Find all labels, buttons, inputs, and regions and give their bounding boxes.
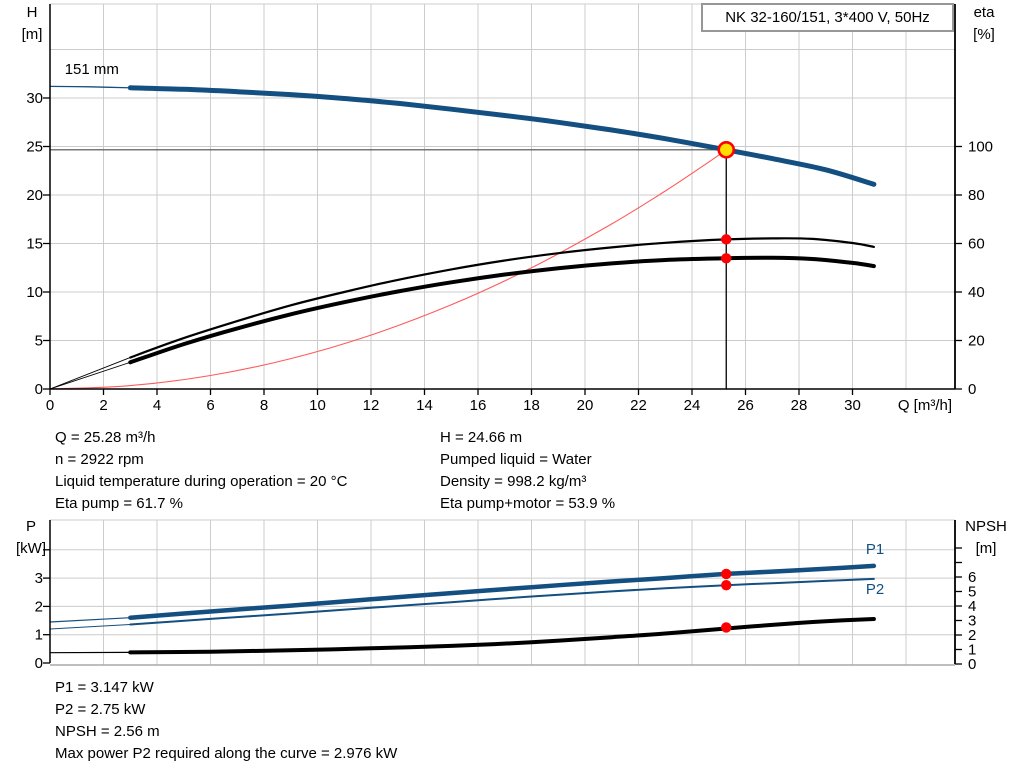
readout-line-max-power: Max power P2 required along the curve = …: [55, 745, 398, 762]
svg-text:2: 2: [35, 598, 43, 615]
svg-text:80: 80: [968, 187, 985, 204]
svg-text:P1: P1: [866, 541, 884, 558]
svg-text:0: 0: [46, 397, 54, 414]
eta-axis-title: eta [%]: [960, 2, 1008, 46]
duty-readout-right: H = 24.66 m Pumped liquid = Water Densit…: [440, 427, 615, 515]
q-axis-title: Q [m³/h]: [897, 397, 952, 414]
h-axis-title-unit: [m]: [21, 26, 43, 43]
svg-text:20: 20: [968, 333, 985, 350]
svg-text:10: 10: [309, 397, 326, 414]
readout-line-density: Density = 998.2 kg/m³: [440, 473, 587, 490]
svg-text:12: 12: [363, 397, 380, 414]
svg-text:10: 10: [26, 284, 43, 301]
npsh-axis-title-unit: [m]: [975, 540, 997, 557]
svg-text:14: 14: [416, 397, 433, 414]
svg-text:18: 18: [523, 397, 540, 414]
svg-text:5: 5: [968, 584, 976, 601]
svg-text:16: 16: [470, 397, 487, 414]
readout-line-npsh: NPSH = 2.56 m: [55, 723, 160, 740]
svg-text:3: 3: [968, 613, 976, 630]
svg-text:2: 2: [99, 397, 107, 414]
npsh-axis-title-symbol: NPSH: [965, 518, 1007, 535]
readout-line-liquid-temp: Liquid temperature during operation = 20…: [55, 473, 348, 490]
svg-text:100: 100: [968, 139, 993, 156]
readout-line-pumped-liquid: Pumped liquid = Water: [440, 451, 592, 468]
svg-text:6: 6: [206, 397, 214, 414]
eta-axis-title-symbol: eta: [973, 4, 995, 21]
p-axis-title: P [kW]: [8, 516, 54, 560]
readout-line-eta-pump-motor: Eta pump+motor = 53.9 %: [440, 495, 616, 512]
svg-text:8: 8: [260, 397, 268, 414]
readout-line-eta-pump: Eta pump = 61.7 %: [55, 495, 183, 512]
readout-line-h: H = 24.66 m: [440, 429, 523, 446]
svg-text:26: 26: [737, 397, 754, 414]
svg-text:P2: P2: [866, 581, 884, 598]
eta-axis-title-unit: [%]: [973, 26, 995, 43]
svg-text:151 mm: 151 mm: [65, 61, 119, 78]
svg-text:6: 6: [968, 569, 976, 586]
readout-line-p1: P1 = 3.147 kW: [55, 679, 154, 696]
h-axis-title: H [m]: [10, 2, 54, 46]
svg-text:28: 28: [791, 397, 808, 414]
svg-text:22: 22: [630, 397, 647, 414]
duty-readout-left: Q = 25.28 m³/h n = 2922 rpm Liquid tempe…: [55, 427, 347, 515]
h-axis-title-symbol: H: [26, 4, 38, 21]
svg-text:20: 20: [577, 397, 594, 414]
p-axis-title-symbol: P: [25, 518, 36, 535]
svg-text:0: 0: [968, 381, 976, 398]
svg-text:0: 0: [35, 655, 43, 672]
svg-text:1: 1: [35, 627, 43, 644]
svg-text:0: 0: [35, 381, 43, 398]
svg-text:3: 3: [35, 570, 43, 587]
svg-text:5: 5: [35, 333, 43, 350]
svg-text:30: 30: [844, 397, 861, 414]
svg-text:2: 2: [968, 627, 976, 644]
svg-text:60: 60: [968, 236, 985, 253]
svg-text:20: 20: [26, 187, 43, 204]
p-axis-title-unit: [kW]: [16, 540, 46, 557]
readout-line-n: n = 2922 rpm: [55, 451, 144, 468]
npsh-axis-title: NPSH [m]: [958, 516, 1014, 560]
svg-text:4: 4: [153, 397, 161, 414]
power-readout: P1 = 3.147 kW P2 = 2.75 kW NPSH = 2.56 m…: [55, 677, 397, 765]
svg-text:0: 0: [968, 656, 976, 673]
readout-line-q: Q = 25.28 m³/h: [55, 429, 156, 446]
svg-text:15: 15: [26, 236, 43, 253]
readout-line-p2: P2 = 2.75 kW: [55, 701, 146, 718]
svg-text:25: 25: [26, 139, 43, 156]
svg-text:30: 30: [26, 90, 43, 107]
svg-text:4: 4: [968, 598, 976, 615]
svg-text:40: 40: [968, 284, 985, 301]
svg-text:1: 1: [968, 642, 976, 659]
pump-model-title: NK 32-160/151, 3*400 V, 50Hz: [701, 3, 954, 32]
svg-text:24: 24: [684, 397, 701, 414]
